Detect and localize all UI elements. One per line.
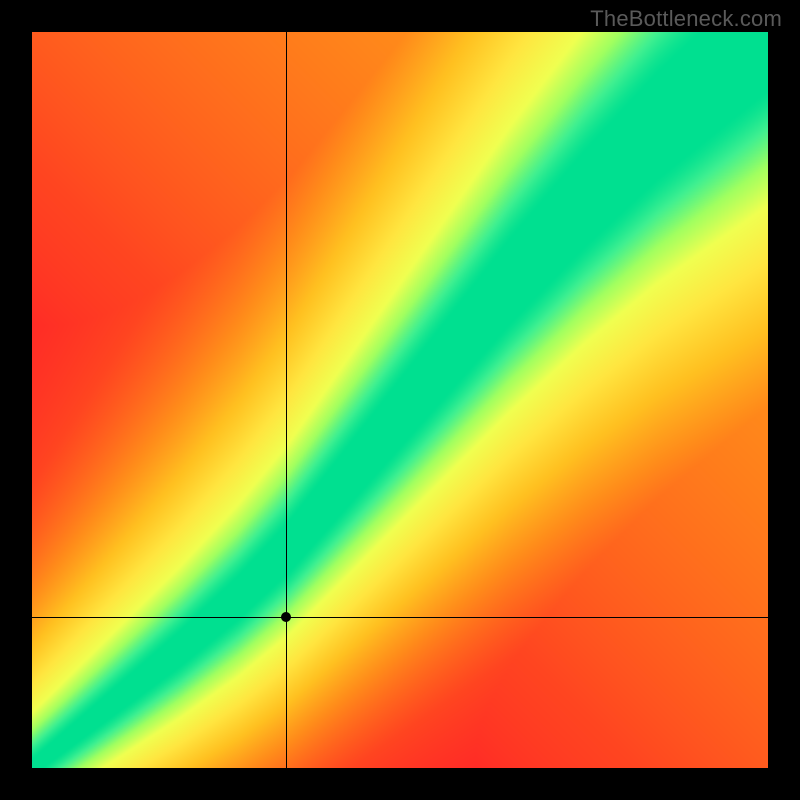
- heatmap-canvas: [32, 32, 768, 768]
- crosshair-vertical: [286, 32, 287, 768]
- chart-container: TheBottleneck.com: [0, 0, 800, 800]
- plot-area: [32, 32, 768, 768]
- crosshair-dot: [281, 612, 291, 622]
- watermark-text: TheBottleneck.com: [590, 6, 782, 32]
- crosshair-horizontal: [32, 617, 768, 618]
